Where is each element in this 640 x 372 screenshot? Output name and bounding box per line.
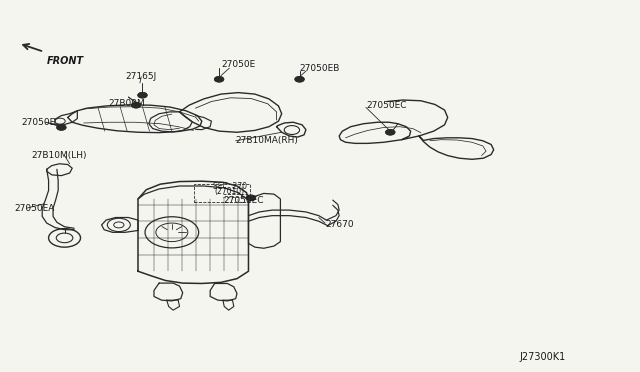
Text: 27050EC: 27050EC: [366, 101, 406, 110]
Circle shape: [214, 77, 223, 82]
Text: 27B00M: 27B00M: [108, 99, 145, 108]
Text: 27050EC: 27050EC: [223, 196, 264, 205]
Bar: [193, 184, 250, 202]
Text: (27010): (27010): [214, 187, 244, 196]
Text: J27300K1: J27300K1: [520, 352, 566, 362]
Text: 27165J: 27165J: [125, 72, 157, 81]
Circle shape: [132, 103, 141, 108]
Text: FRONT: FRONT: [47, 56, 84, 66]
Text: 27B10M(LH): 27B10M(LH): [31, 151, 87, 160]
Text: 27050E: 27050E: [221, 60, 255, 69]
Circle shape: [246, 195, 255, 201]
Circle shape: [57, 125, 66, 130]
Text: 27670: 27670: [325, 221, 354, 230]
Circle shape: [295, 77, 304, 82]
Circle shape: [138, 93, 147, 98]
Text: 27050EA: 27050EA: [15, 204, 55, 213]
Circle shape: [386, 130, 395, 135]
Text: SEC. 270: SEC. 270: [212, 182, 246, 190]
Text: 27050E: 27050E: [21, 119, 56, 128]
Text: 27B10MA(RH): 27B10MA(RH): [236, 136, 299, 145]
Text: 27050EB: 27050EB: [300, 64, 340, 73]
